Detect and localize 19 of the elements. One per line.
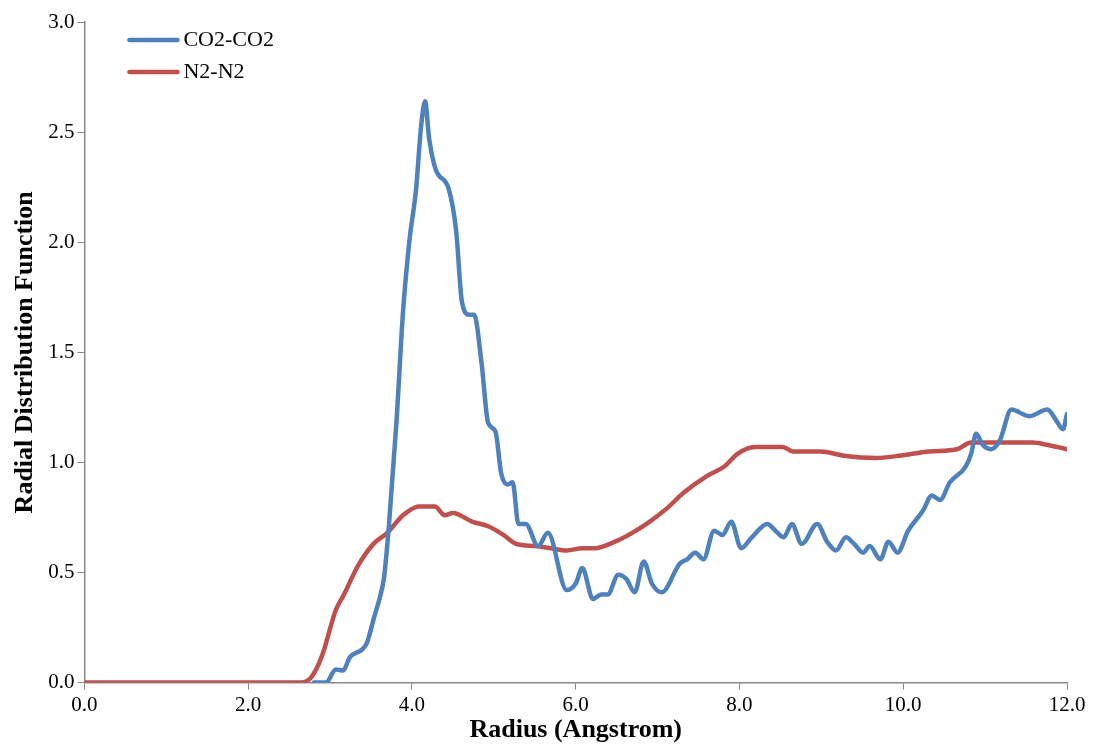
- legend-label: CO2-CO2: [183, 25, 274, 51]
- x-tick-label: 4.0: [398, 691, 426, 716]
- y-tick-label: 3.0: [48, 8, 75, 33]
- x-tick-label: 12.0: [1048, 691, 1086, 716]
- x-tick-label: 0.0: [71, 691, 98, 716]
- y-tick-label: 2.5: [48, 118, 75, 143]
- x-tick-label: 8.0: [726, 691, 753, 716]
- y-axis-title: Radial Distribution Function: [9, 190, 39, 514]
- y-tick-label: 2.0: [48, 228, 75, 253]
- y-tick-label: 0.0: [48, 669, 75, 694]
- y-tick-label: 1.0: [48, 448, 75, 473]
- y-tick-label: 1.5: [48, 338, 75, 363]
- x-tick-label: 2.0: [235, 691, 262, 716]
- x-tick-label: 6.0: [562, 691, 589, 716]
- line-series: [311, 99, 1067, 683]
- y-tick-label: 0.5: [48, 559, 75, 584]
- legend-label: N2-N2: [183, 57, 245, 83]
- x-axis-title: Radius (Angstrom): [469, 714, 683, 744]
- x-tick-label: 10.0: [884, 691, 922, 716]
